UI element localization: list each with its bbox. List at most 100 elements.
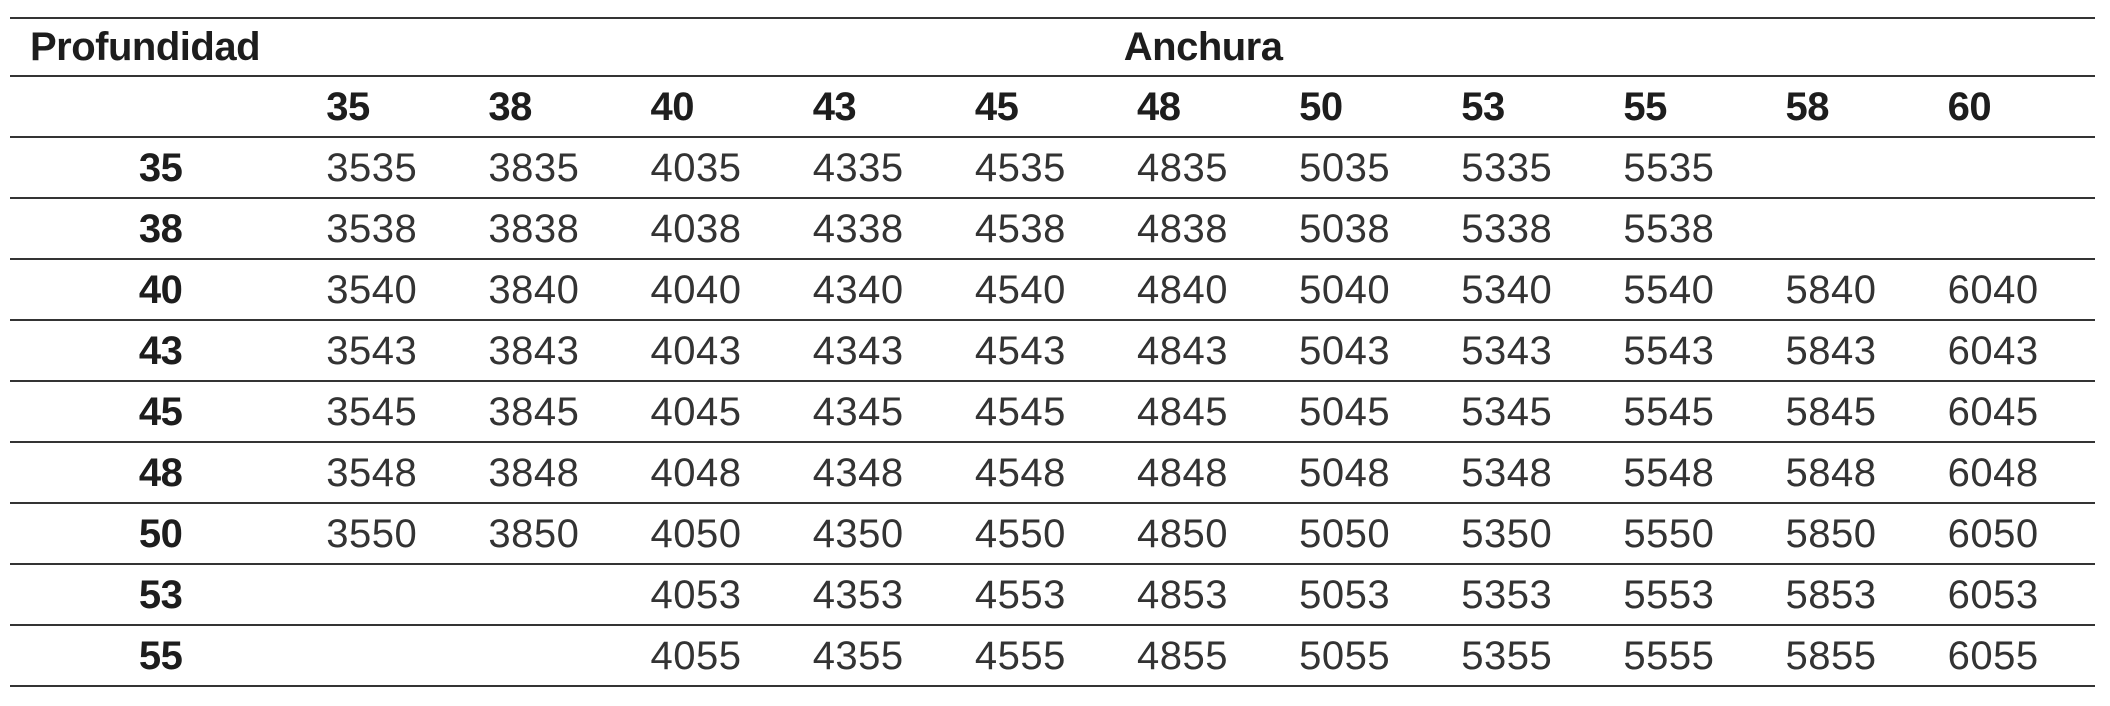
table-cell: 4055 [650,633,742,678]
table-row-45: 45 3545 3845 4045 4345 4545 4845 5045 53… [10,381,2095,442]
size-matrix-table-wrap: Profundidad Anchura 35 38 40 43 45 48 50… [10,17,2095,687]
table-cell: 4845 [1136,389,1228,434]
column-header-43: 43 [812,84,857,129]
table-cell: 5850 [1785,511,1877,556]
table-cell: 3840 [488,267,580,312]
table-cell: 4343 [812,328,904,373]
table-cell: 5548 [1623,450,1715,495]
table-cell: 5855 [1785,633,1877,678]
axis-title-row: Profundidad Anchura [10,18,2095,76]
table-cell: 5053 [1299,572,1391,617]
table-cell: 4340 [812,267,904,312]
table-cell: 4535 [974,145,1066,190]
table-cell [311,625,473,686]
table-cell: 4540 [974,267,1066,312]
row-header: 43 [138,328,183,373]
table-cell: 6045 [1947,389,2039,434]
table-cell: 4838 [1136,206,1228,251]
table-cell: 5348 [1461,450,1553,495]
table-cell: 4555 [974,633,1066,678]
table-cell: 5840 [1785,267,1877,312]
table-cell: 5050 [1299,511,1391,556]
table-cell: 5335 [1461,145,1553,190]
table-cell: 4848 [1136,450,1228,495]
table-cell: 5340 [1461,267,1553,312]
table-cell: 4035 [650,145,742,190]
table-cell: 4048 [650,450,742,495]
table-cell: 3850 [488,511,580,556]
table-cell: 4040 [650,267,742,312]
table-cell: 6055 [1947,633,2039,678]
table-cell: 4855 [1136,633,1228,678]
table-row-40: 40 3540 3840 4040 4340 4540 4840 5040 53… [10,259,2095,320]
table-cell: 5550 [1623,511,1715,556]
table-cell: 5553 [1623,572,1715,617]
table-cell: 5540 [1623,267,1715,312]
table-cell: 4350 [812,511,904,556]
table-cell: 6053 [1947,572,2039,617]
table-cell [1771,198,1933,259]
table-cell: 6048 [1947,450,2039,495]
table-cell: 5845 [1785,389,1877,434]
table-cell: 3543 [326,328,418,373]
table-cell: 3538 [326,206,418,251]
column-header-58: 58 [1785,84,1830,129]
table-cell [473,625,635,686]
table-cell: 4840 [1136,267,1228,312]
table-cell: 4353 [812,572,904,617]
table-cell: 3550 [326,511,418,556]
table-row-48: 48 3548 3848 4048 4348 4548 4848 5048 53… [10,442,2095,503]
table-cell: 5545 [1623,389,1715,434]
column-header-48: 48 [1136,84,1181,129]
table-cell: 4553 [974,572,1066,617]
table-cell: 5045 [1299,389,1391,434]
table-cell: 5535 [1623,145,1715,190]
table-row-53: 53 4053 4353 4553 4853 5053 5353 5553 58… [10,564,2095,625]
column-header-50: 50 [1299,84,1343,129]
table-cell: 5350 [1461,511,1553,556]
table-row-35: 35 3535 3835 4035 4335 4535 4835 5035 53… [10,137,2095,198]
table-cell: 4538 [974,206,1066,251]
table-cell: 5345 [1461,389,1553,434]
table-cell: 5848 [1785,450,1877,495]
table-cell: 6050 [1947,511,2039,556]
table-row-50: 50 3550 3850 4050 4350 4550 4850 5050 53… [10,503,2095,564]
col-axis-title: Anchura [1123,25,1283,69]
table-cell: 6040 [1947,267,2039,312]
table-cell: 5035 [1299,145,1391,190]
table-cell: 4335 [812,145,904,190]
table-cell: 4543 [974,328,1066,373]
table-cell [1933,137,2095,198]
table-cell: 3843 [488,328,580,373]
table-cell: 4850 [1136,511,1228,556]
column-header-35: 35 [326,84,370,129]
table-cell [1771,137,1933,198]
row-header: 35 [138,145,183,190]
table-cell: 3838 [488,206,580,251]
table-cell: 5043 [1299,328,1391,373]
table-cell: 3540 [326,267,418,312]
table-cell [473,564,635,625]
size-matrix-table: Profundidad Anchura 35 38 40 43 45 48 50… [10,17,2095,687]
table-cell: 4045 [650,389,742,434]
row-header: 45 [138,389,183,434]
table-cell: 3545 [326,389,418,434]
row-header: 50 [138,511,183,556]
table-cell: 4348 [812,450,904,495]
table-cell: 5338 [1461,206,1553,251]
table-cell: 3845 [488,389,580,434]
table-cell: 4043 [650,328,742,373]
table-cell: 5343 [1461,328,1553,373]
table-cell: 4843 [1136,328,1228,373]
table-cell: 5853 [1785,572,1877,617]
table-cell: 3835 [488,145,580,190]
column-header-45: 45 [974,84,1019,129]
row-header: 40 [138,267,183,312]
table-cell: 5355 [1461,633,1553,678]
table-row-43: 43 3543 3843 4043 4343 4543 4843 5043 53… [10,320,2095,381]
column-header-53: 53 [1461,84,1505,129]
table-cell: 3548 [326,450,418,495]
table-cell [1933,198,2095,259]
table-cell: 4545 [974,389,1066,434]
table-cell: 4038 [650,206,742,251]
